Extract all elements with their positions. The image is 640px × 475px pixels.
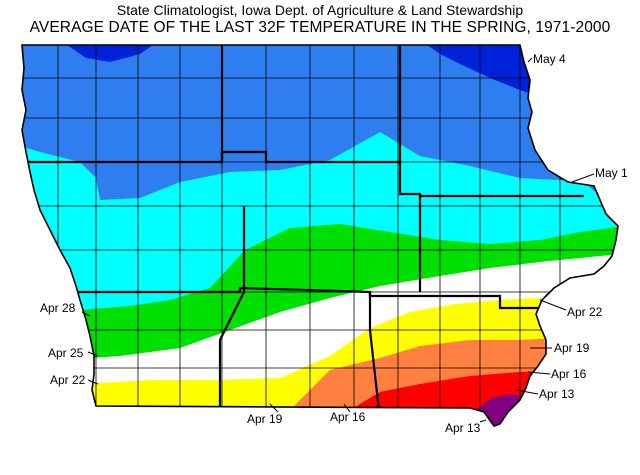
label-apr-16-south: Apr 16 xyxy=(330,410,366,424)
label-apr-22-west: Apr 22 xyxy=(50,373,86,387)
label-apr-13-south: Apr 13 xyxy=(445,421,481,435)
label-apr-19-east: Apr 19 xyxy=(554,341,590,355)
label-apr-16-east: Apr 16 xyxy=(551,367,587,381)
label-apr-19-south: Apr 19 xyxy=(247,412,283,426)
label-apr-13-east: Apr 13 xyxy=(539,387,575,401)
label-leaders xyxy=(81,57,595,423)
division-lines xyxy=(22,45,584,421)
map-attribution: State Climatologist, Iowa Dept. of Agric… xyxy=(116,2,524,18)
state-outline xyxy=(21,44,619,427)
label-apr-22-east: Apr 22 xyxy=(567,305,603,319)
label-may-4: May 4 xyxy=(533,52,566,66)
label-apr-25: Apr 25 xyxy=(48,346,84,360)
map-title: AVERAGE DATE OF THE LAST 32F TEMPERATURE… xyxy=(29,19,611,36)
label-may-1: May 1 xyxy=(595,166,628,180)
label-apr-28: Apr 28 xyxy=(40,301,76,315)
